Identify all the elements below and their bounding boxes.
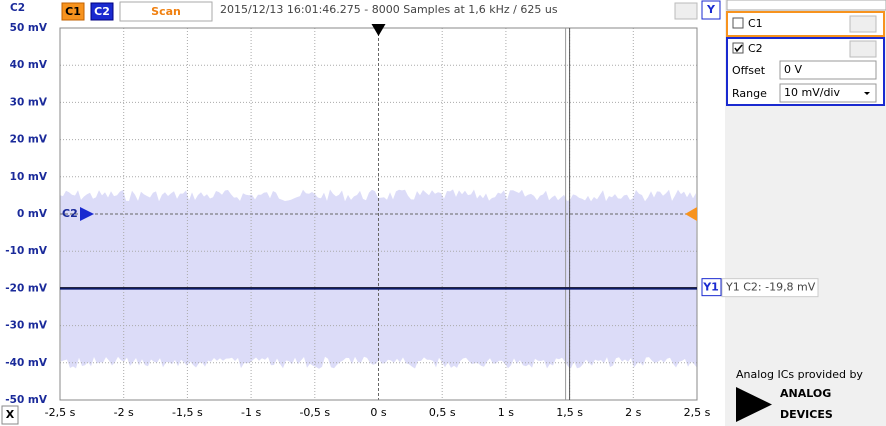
dropdown-arrow — [864, 92, 870, 95]
plot: 50 mV 40 mV 30 mV 20 mV 10 mV 0 mV -10 mV -20 m… — [5, 22, 722, 419]
c2-button-label[interactable]: C2 — [94, 5, 110, 18]
scan-label[interactable]: Scan — [151, 5, 181, 18]
y-button-label[interactable]: Y — [706, 3, 716, 16]
range-field[interactable] — [779, 83, 877, 103]
c1-button[interactable] — [61, 2, 85, 21]
trigger-level-marker — [685, 207, 697, 221]
x-tick-label: -2 s — [114, 406, 134, 419]
c1-name: C1 — [748, 17, 763, 30]
logo-mark — [736, 387, 772, 422]
y-tick-label: 10 mV — [10, 171, 48, 183]
c1-button-label[interactable]: C1 — [65, 5, 81, 18]
y-tick-label: 30 mV — [10, 96, 48, 108]
channel-marker — [80, 207, 94, 221]
y-tick-label: 20 mV — [10, 134, 48, 146]
c2-menu[interactable] — [849, 40, 877, 58]
x-tick-label: -1,5 s — [172, 406, 203, 419]
x-tick-label: 0 s — [370, 406, 386, 419]
offset-field[interactable] — [779, 60, 877, 80]
x-button[interactable] — [1, 405, 19, 425]
c1-menu[interactable] — [849, 15, 877, 33]
logo-line1: ANALOG — [780, 387, 831, 400]
cursor-readout-box — [721, 278, 819, 298]
logo-line2: DEVICES — [780, 408, 833, 421]
x-tick-label: -1 s — [241, 406, 261, 419]
x-tick-label: 2 s — [625, 406, 641, 419]
capture-title: 2015/12/13 16:01:46.275 - 8000 Samples a… — [220, 3, 558, 16]
y-tick-label: -10 mV — [5, 245, 48, 257]
x-tick-label: 0,5 s — [429, 406, 456, 419]
offset-label: Offset — [732, 64, 766, 77]
x-button-label[interactable]: X — [6, 408, 15, 421]
x-tick-label: -0,5 s — [299, 406, 330, 419]
cursor-tag — [701, 278, 722, 297]
offset-value[interactable]: 0 V — [784, 63, 802, 76]
y-tick-label: -40 mV — [5, 357, 48, 369]
c2-name: C2 — [748, 42, 763, 55]
cursor-label: Y1 — [702, 281, 719, 294]
range-label: Range — [732, 87, 767, 100]
c2-button[interactable] — [90, 2, 114, 21]
y-button[interactable] — [701, 0, 721, 20]
c2-checkbox[interactable] — [732, 42, 744, 54]
y-tick-label: 50 mV — [10, 22, 48, 34]
y-tick-label: -50 mV — [5, 394, 48, 406]
channel-marker-label: C2 — [62, 207, 78, 220]
trigger-marker — [371, 24, 386, 36]
x-tick-label: -2,5 s — [45, 406, 76, 419]
check — [734, 44, 743, 53]
c1-checkbox[interactable] — [732, 17, 744, 29]
y-tick-label: -20 mV — [5, 282, 48, 294]
range-value[interactable]: 10 mV/div — [784, 86, 840, 99]
x-tick-label: 2,5 s — [684, 406, 711, 419]
panel-strip — [726, 0, 886, 11]
x-tick-label: 1,5 s — [556, 406, 583, 419]
y-tick-label: 0 mV — [17, 208, 48, 220]
menu-icon[interactable] — [674, 2, 698, 20]
x-tick-label: 1 s — [498, 406, 514, 419]
cursor-readout: Y1 C2: -19,8 mV — [725, 281, 816, 294]
y-tick-label: -30 mV — [5, 320, 48, 332]
logo-caption: Analog ICs provided by — [736, 368, 863, 381]
axis-channel: C2 — [10, 2, 25, 14]
y-tick-label: 40 mV — [10, 59, 48, 71]
scan-button[interactable] — [119, 1, 213, 22]
